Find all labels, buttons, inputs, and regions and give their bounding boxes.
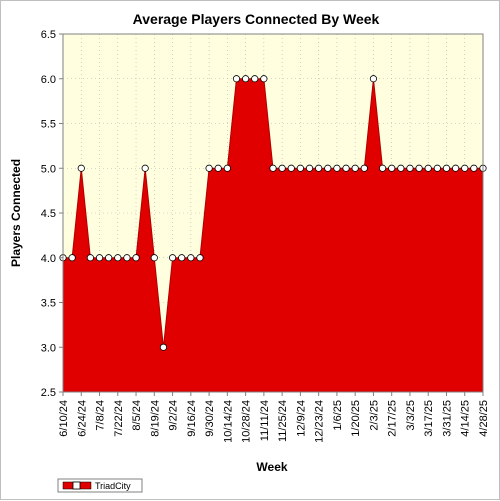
- data-point: [159, 343, 168, 351]
- data-point: [406, 164, 414, 172]
- data-point: [242, 75, 250, 83]
- x-tick-label: 7/22/24: [113, 400, 125, 437]
- x-tick-label: 11/25/24: [277, 400, 289, 442]
- y-tick-label: 3.0: [41, 342, 56, 354]
- x-tick-label: 2/17/25: [387, 400, 399, 437]
- x-tick-label: 9/2/24: [168, 400, 180, 431]
- data-point: [461, 164, 469, 172]
- x-tick-label: 12/23/24: [314, 400, 326, 443]
- legend-label: TriadCity: [95, 481, 131, 491]
- data-point: [196, 254, 204, 262]
- legend: TriadCity: [57, 478, 143, 493]
- x-tick-label: 2/3/25: [368, 400, 380, 431]
- data-point: [397, 164, 405, 172]
- data-point: [123, 254, 131, 262]
- data-point: [260, 75, 268, 83]
- data-point: [141, 164, 149, 172]
- x-tick-label: 6/10/24: [58, 400, 70, 437]
- y-axis-label: Players Connected: [9, 159, 23, 267]
- data-point: [105, 254, 113, 262]
- data-point: [168, 254, 177, 262]
- x-tick-label: 3/17/25: [423, 400, 435, 437]
- x-tick-label: 8/5/24: [131, 400, 143, 431]
- data-point: [378, 164, 387, 172]
- data-point: [77, 164, 85, 172]
- x-tick-label: 3/3/25: [405, 400, 417, 431]
- series-markers: [59, 75, 487, 351]
- y-axis-ticks: 2.5 3.0 3.5 4.0 4.5 5.0 5.5 6.0 6.5: [41, 29, 63, 399]
- data-point: [278, 164, 286, 172]
- x-tick-label: 6/24/24: [76, 400, 88, 437]
- x-axis-ticks: 6/10/24 6/24/24 7/8/24 7/22/24 8/5/24 8/19/24…: [58, 392, 490, 443]
- data-point: [114, 254, 122, 262]
- data-point: [178, 254, 186, 262]
- data-point: [95, 254, 104, 262]
- data-point: [287, 164, 295, 172]
- x-tick-label: 4/28/25: [478, 400, 490, 437]
- y-tick-label: 5.0: [41, 163, 56, 175]
- x-tick-label: 10/28/24: [241, 400, 253, 443]
- x-tick-label: 10/14/24: [222, 400, 234, 443]
- data-point: [324, 164, 332, 172]
- data-point: [223, 164, 231, 172]
- data-point: [433, 164, 441, 172]
- x-tick-label: 11/11/24: [259, 400, 271, 441]
- data-point: [251, 75, 259, 83]
- chart-title: Average Players Connected By Week: [133, 11, 380, 27]
- y-tick-label: 2.5: [41, 387, 56, 399]
- data-point: [68, 254, 76, 262]
- x-tick-label: 3/31/25: [441, 400, 453, 437]
- x-tick-label: 12/9/24: [295, 400, 307, 437]
- y-tick-label: 4.5: [41, 208, 56, 220]
- data-point: [369, 75, 378, 83]
- y-tick-label: 5.5: [41, 119, 56, 131]
- data-point: [150, 254, 158, 262]
- data-point: [315, 164, 323, 172]
- x-tick-label: 9/30/24: [204, 400, 216, 437]
- data-point: [232, 75, 241, 83]
- data-point: [305, 164, 314, 172]
- data-point: [187, 254, 195, 262]
- x-tick-label: 8/19/24: [149, 400, 161, 437]
- data-point: [415, 164, 423, 172]
- x-tick-label: 4/14/25: [460, 400, 472, 437]
- x-tick-label: 9/16/24: [186, 400, 198, 437]
- data-point: [296, 164, 304, 172]
- y-tick-label: 4.0: [41, 253, 56, 265]
- data-point: [214, 164, 222, 172]
- data-point: [442, 164, 451, 172]
- data-point: [360, 164, 368, 172]
- data-point: [342, 164, 350, 172]
- y-tick-label: 6.5: [41, 29, 56, 41]
- x-tick-label: 7/8/24: [95, 400, 107, 431]
- legend-marker: [72, 481, 81, 490]
- data-point: [269, 164, 277, 172]
- data-point: [470, 164, 478, 172]
- data-point: [424, 164, 432, 172]
- x-axis-label: Week: [256, 460, 287, 474]
- data-point: [86, 254, 94, 262]
- x-tick-label: 1/6/25: [332, 400, 344, 431]
- x-tick-label: 1/20/25: [350, 400, 362, 437]
- data-point: [388, 164, 396, 172]
- data-point: [333, 164, 341, 172]
- data-point: [452, 164, 460, 172]
- data-point: [205, 164, 213, 172]
- data-point: [132, 254, 140, 262]
- y-tick-label: 3.5: [41, 298, 56, 310]
- y-tick-label: 6.0: [41, 74, 56, 86]
- data-point: [351, 164, 359, 172]
